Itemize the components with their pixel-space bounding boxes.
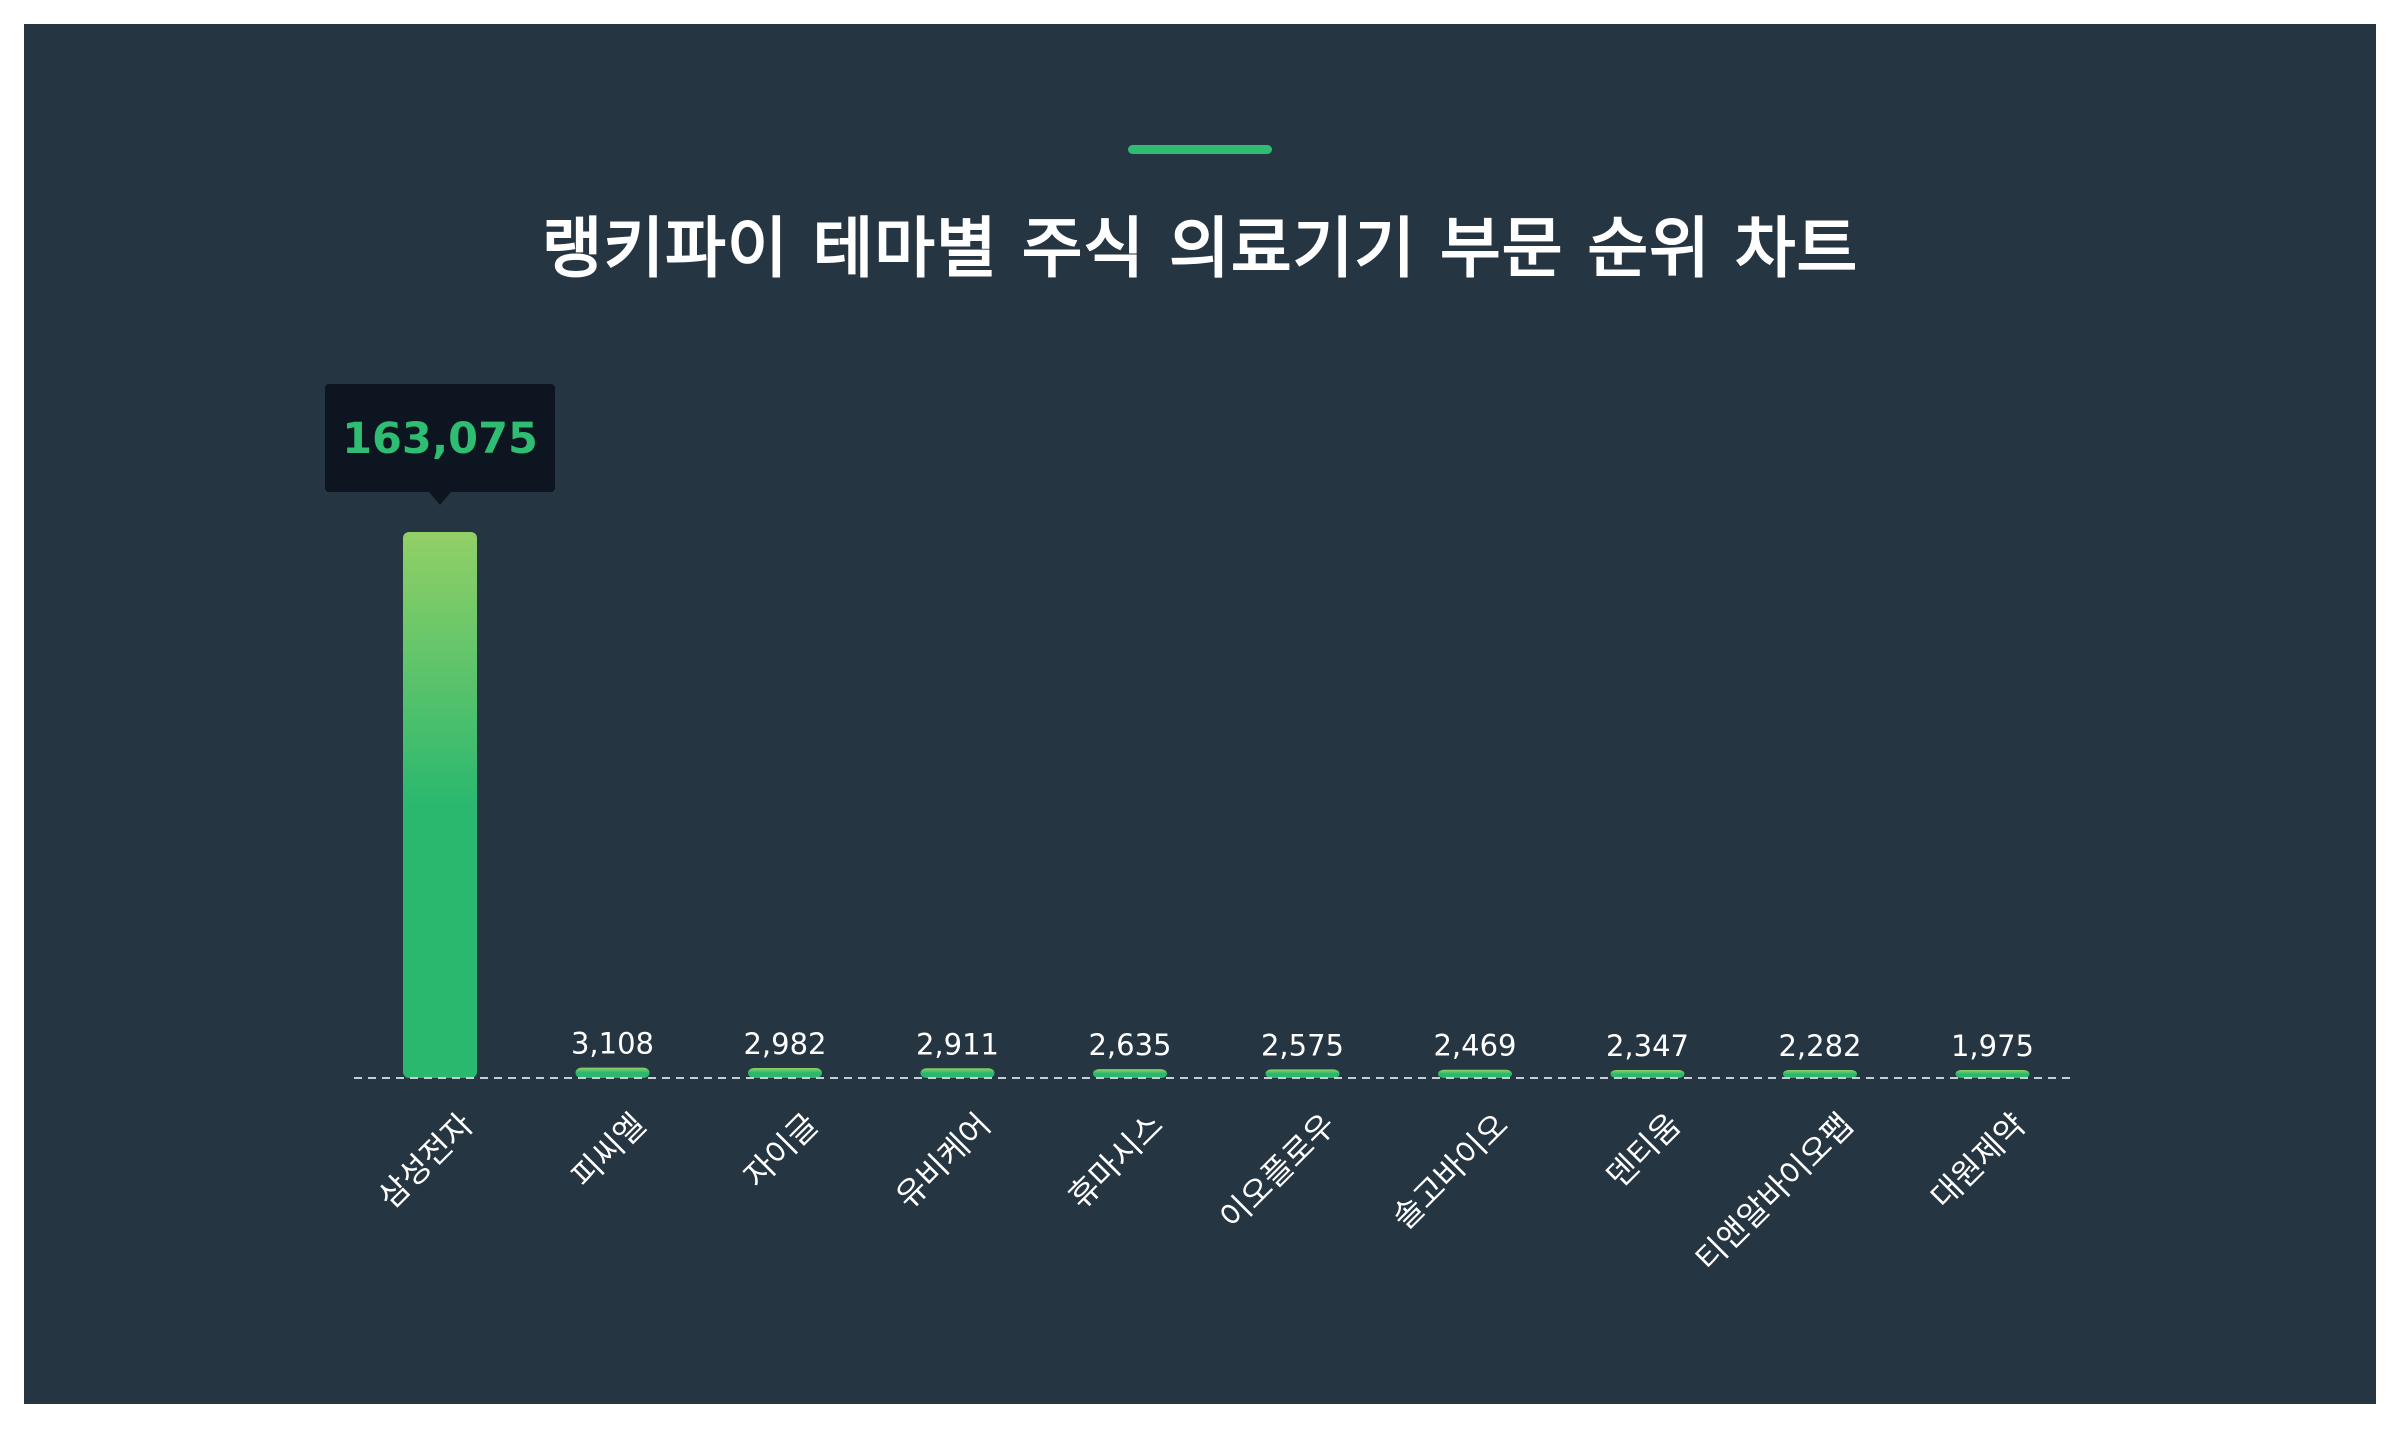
x-tick-label: 티앤알바이오팹 <box>1688 1106 1861 1279</box>
chart-title: 랭키파이 테마별 주식 의료기기 부문 순위 차트 <box>541 210 1859 287</box>
value-label: 1,975 <box>1951 1029 2034 1063</box>
bar <box>1265 1069 1340 1078</box>
bar <box>920 1068 995 1078</box>
bar <box>1783 1070 1857 1078</box>
bar <box>1438 1069 1512 1078</box>
bar <box>403 532 477 1078</box>
value-label: 2,911 <box>916 1027 999 1061</box>
bar <box>575 1067 650 1078</box>
value-label-group: 3,108 2,982 2,911 2,635 2,575 2,469 2,347 2,282… <box>571 1027 2034 1063</box>
value-label: 2,635 <box>1088 1028 1171 1062</box>
x-tick-label: 자이글 <box>736 1106 825 1195</box>
bar-group <box>403 532 2030 1078</box>
value-label: 2,982 <box>743 1027 826 1061</box>
value-label: 2,282 <box>1778 1029 1861 1063</box>
x-tick-label: 솔고바이오 <box>1385 1106 1516 1237</box>
x-tick-label: 피씨엘 <box>564 1106 653 1195</box>
value-label: 2,575 <box>1261 1028 1344 1062</box>
x-tick-label: 이오플로우 <box>1212 1106 1343 1237</box>
bar <box>1955 1070 2030 1078</box>
title-accent-bar <box>1128 145 1272 154</box>
tooltip-pointer <box>429 492 451 505</box>
x-tick-label: 대원제약 <box>1923 1106 2033 1216</box>
value-label: 2,469 <box>1433 1029 1516 1063</box>
x-tick-label: 삼성전자 <box>370 1106 480 1216</box>
bar <box>748 1068 822 1078</box>
value-tooltip: 163,075 <box>325 384 555 505</box>
value-label: 3,108 <box>571 1027 654 1061</box>
value-label: 2,347 <box>1606 1029 1689 1063</box>
tooltip-value: 163,075 <box>342 414 538 464</box>
tooltip-box <box>325 384 555 492</box>
x-tick-label-group: 삼성전자 피씨엘 자이글 유비케어 휴마시스 이오플로우 솔고바이오 덴티움 티앤알바이오팹 대원… <box>370 1106 2033 1279</box>
x-tick-label: 유비케어 <box>888 1106 998 1216</box>
bar <box>1093 1069 1167 1078</box>
bar <box>1610 1070 1685 1078</box>
x-tick-label: 덴티움 <box>1599 1106 1688 1195</box>
x-tick-label: 휴마시스 <box>1060 1106 1170 1216</box>
